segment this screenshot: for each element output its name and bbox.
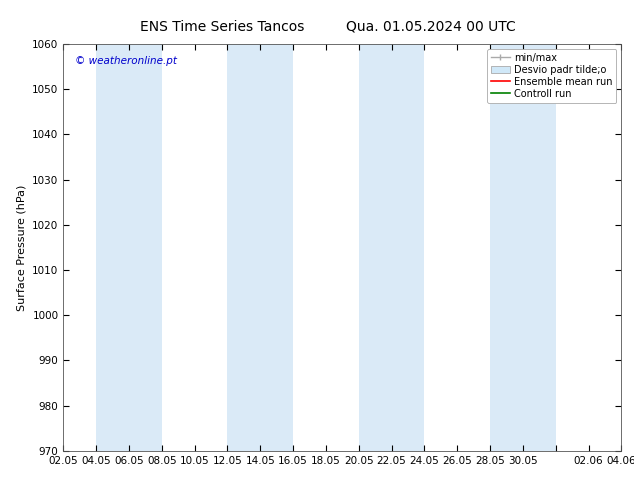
Bar [621, 44, 634, 451]
Text: Qua. 01.05.2024 00 UTC: Qua. 01.05.2024 00 UTC [346, 20, 516, 34]
Bar [359, 44, 424, 451]
Legend: min/max, Desvio padr tilde;o, Ensemble mean run, Controll run: min/max, Desvio padr tilde;o, Ensemble m… [487, 49, 616, 102]
Bar [96, 44, 162, 451]
Text: ENS Time Series Tancos: ENS Time Series Tancos [139, 20, 304, 34]
Text: © weatheronline.pt: © weatheronline.pt [75, 56, 176, 66]
Bar [490, 44, 555, 451]
Bar [228, 44, 293, 451]
Y-axis label: Surface Pressure (hPa): Surface Pressure (hPa) [16, 184, 27, 311]
